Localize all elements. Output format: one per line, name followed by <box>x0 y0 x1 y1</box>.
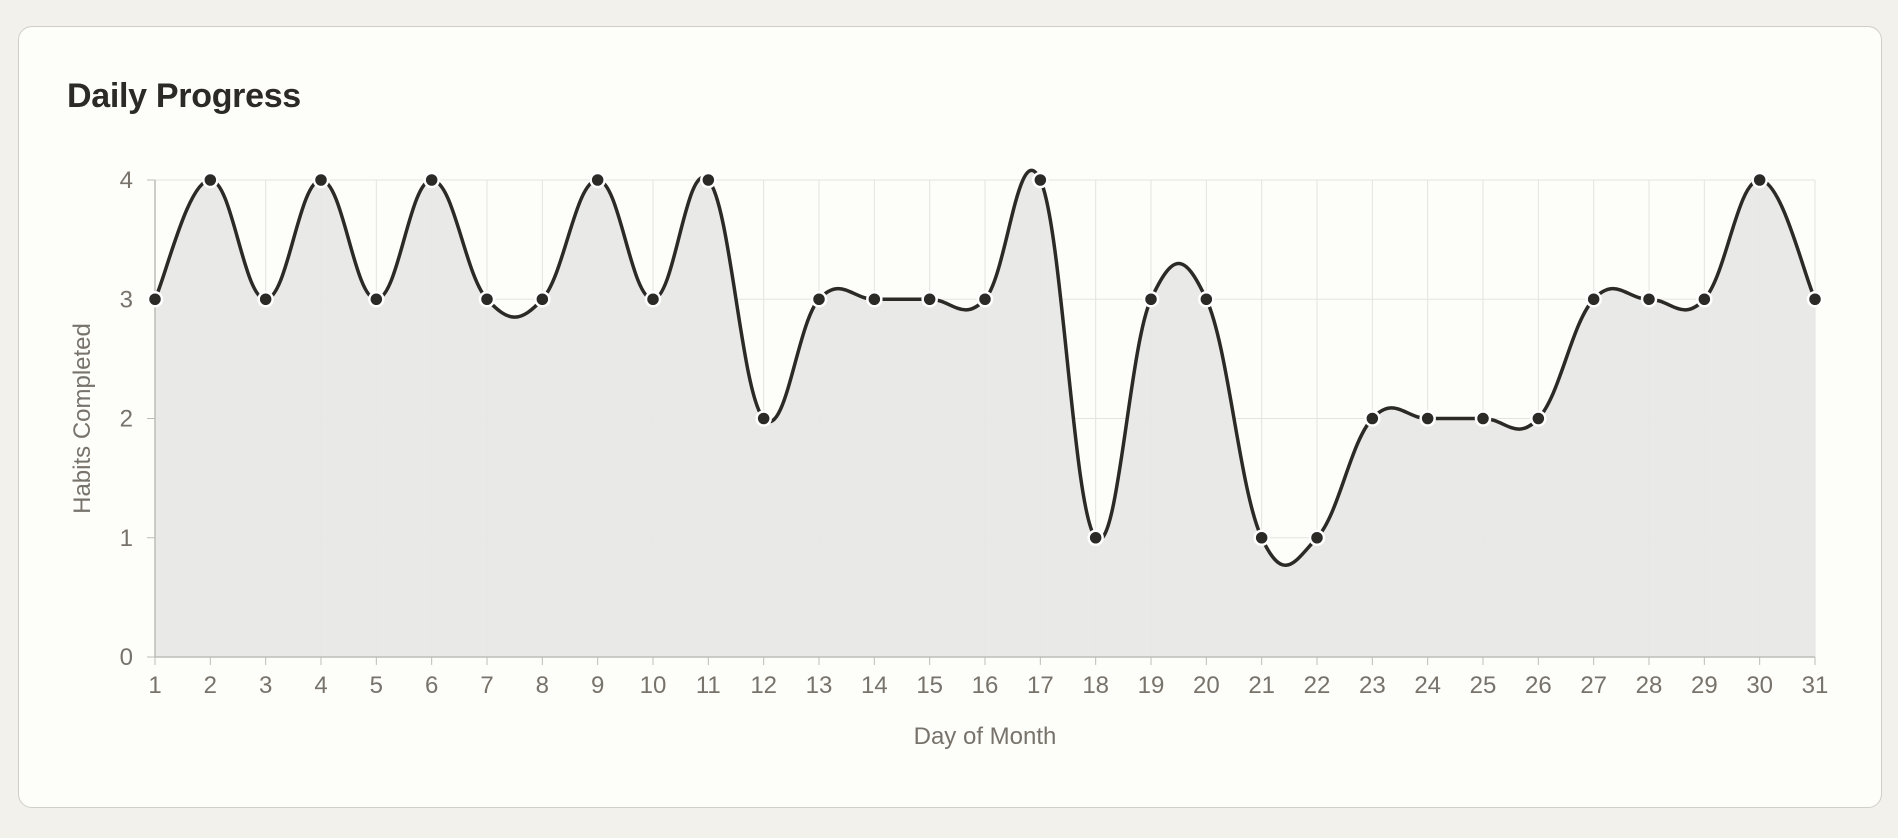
x-tick-label: 1 <box>148 672 161 699</box>
data-point[interactable] <box>1640 291 1658 308</box>
data-point[interactable] <box>1530 410 1547 427</box>
x-tick-label: 12 <box>750 672 777 699</box>
data-point[interactable] <box>1806 291 1824 308</box>
data-point[interactable] <box>976 291 994 308</box>
data-point[interactable] <box>1585 291 1602 308</box>
x-tick-label: 20 <box>1193 672 1220 699</box>
x-tick-label: 3 <box>259 672 272 699</box>
label-layer: 1 2 3 4 5 6 7 8 9 10 11 12 13 14 15 16 17 18 19 20 21 22 23 24 2… <box>120 167 1829 699</box>
data-point[interactable] <box>644 291 662 308</box>
data-point[interactable] <box>589 171 606 189</box>
x-tick-label: 28 <box>1636 672 1663 699</box>
data-point[interactable] <box>312 171 330 189</box>
data-point[interactable] <box>534 291 551 308</box>
y-tick-label: 4 <box>120 167 133 194</box>
data-point[interactable] <box>146 291 164 308</box>
x-tick-label: 16 <box>972 672 999 699</box>
data-point[interactable] <box>1253 529 1270 546</box>
y-tick-label: 1 <box>120 525 133 552</box>
data-point[interactable] <box>921 291 938 308</box>
card-title: Daily Progress <box>67 77 301 115</box>
x-tick-label: 13 <box>806 672 833 699</box>
x-tick-label: 15 <box>916 672 943 699</box>
data-point[interactable] <box>1142 291 1160 308</box>
x-tick-label: 4 <box>314 672 327 699</box>
x-tick-label: 21 <box>1248 672 1275 699</box>
data-point[interactable] <box>1474 410 1492 427</box>
x-tick-label: 7 <box>480 672 493 699</box>
x-tick-label: 19 <box>1138 672 1165 699</box>
data-point[interactable] <box>1696 291 1713 308</box>
x-tick-label: 26 <box>1525 672 1552 699</box>
area-layer <box>155 170 1815 657</box>
data-point[interactable] <box>810 291 828 308</box>
data-point[interactable] <box>478 291 496 308</box>
x-tick-label: 5 <box>370 672 383 699</box>
axis-layer <box>147 179 1816 665</box>
data-point[interactable] <box>700 171 717 189</box>
x-tick-label: 2 <box>204 672 217 699</box>
data-point[interactable] <box>755 410 772 427</box>
data-point[interactable] <box>257 291 274 308</box>
x-tick-label: 25 <box>1470 672 1497 699</box>
x-tick-label: 27 <box>1580 672 1607 699</box>
data-point[interactable] <box>1419 410 1436 427</box>
series-area <box>155 170 1815 657</box>
x-tick-label: 6 <box>425 672 438 699</box>
x-tick-label: 31 <box>1802 672 1829 699</box>
y-tick-label: 0 <box>120 644 133 671</box>
data-point[interactable] <box>1087 529 1104 546</box>
data-point[interactable] <box>202 171 219 189</box>
data-point[interactable] <box>1751 171 1768 189</box>
data-point[interactable] <box>423 171 440 189</box>
x-tick-label: 23 <box>1359 672 1386 699</box>
x-tick-label: 9 <box>591 672 604 699</box>
y-axis-title: Habits Completed <box>69 323 96 514</box>
x-tick-label: 30 <box>1746 672 1773 699</box>
x-tick-label: 10 <box>640 672 667 699</box>
x-tick-label: 24 <box>1414 672 1441 699</box>
x-tick-label: 18 <box>1082 672 1109 699</box>
x-tick-label: 22 <box>1304 672 1331 699</box>
data-point[interactable] <box>1198 291 1215 308</box>
data-point[interactable] <box>1308 529 1326 546</box>
x-tick-label: 8 <box>536 672 549 699</box>
y-tick-label: 2 <box>120 406 133 433</box>
data-point[interactable] <box>1364 410 1381 427</box>
y-tick-label: 3 <box>120 286 133 313</box>
x-tick-label: 14 <box>861 672 888 699</box>
data-point[interactable] <box>368 291 385 308</box>
x-tick-label: 29 <box>1691 672 1718 699</box>
x-tick-label: 11 <box>696 672 721 699</box>
data-point[interactable] <box>866 291 883 308</box>
data-point[interactable] <box>1032 171 1049 189</box>
point-layer <box>146 171 1824 546</box>
x-axis-title: Day of Month <box>914 723 1057 750</box>
x-tick-label: 17 <box>1027 672 1054 699</box>
